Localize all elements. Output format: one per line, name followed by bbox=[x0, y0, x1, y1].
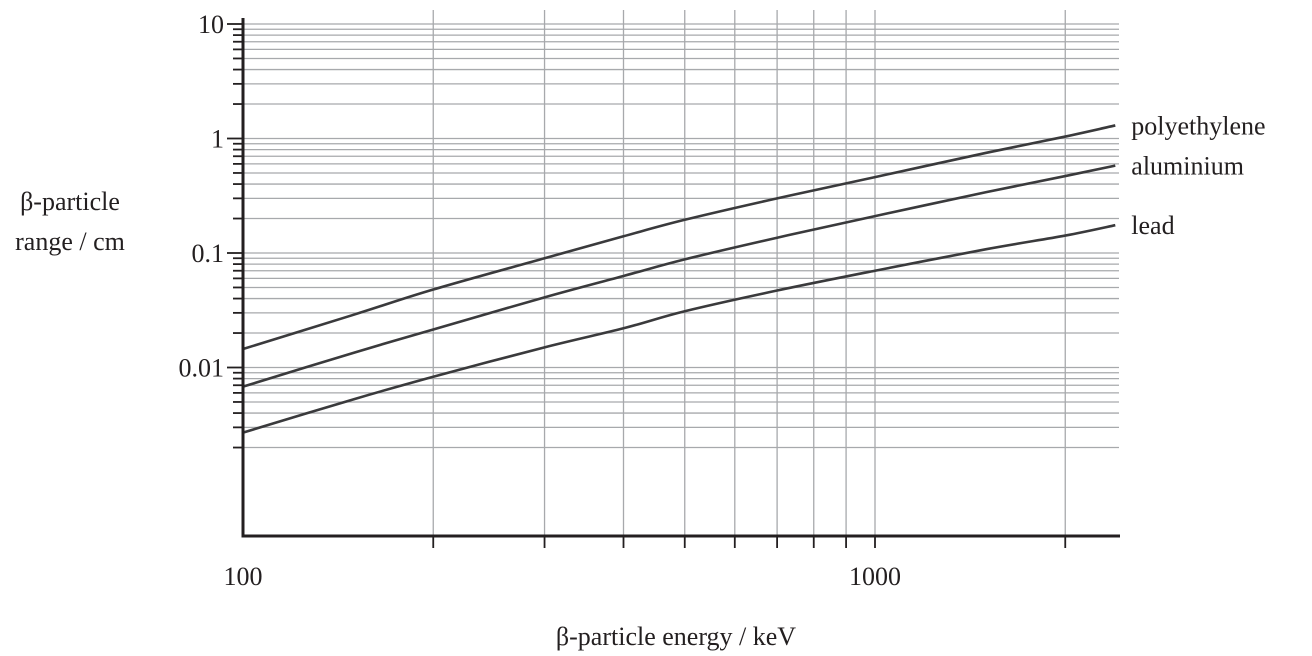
series-line-aluminium bbox=[242, 164, 1116, 388]
y-axis-label-line-2: range / cm bbox=[15, 227, 125, 256]
grid bbox=[243, 10, 1119, 536]
series-label-polyethylene: polyethylene bbox=[1131, 111, 1265, 140]
axes bbox=[241, 18, 1120, 538]
y-tick-label: 10 bbox=[198, 10, 224, 39]
y-axis-label-line-1: β-particle bbox=[20, 187, 120, 216]
tick-labels: 100 1000 10 1 0.1 0.01 polyethylene aluminium le… bbox=[179, 10, 1266, 591]
series-lines bbox=[242, 124, 1116, 434]
x-tick-label: 1000 bbox=[849, 562, 901, 591]
y-tick-label: 0.1 bbox=[192, 239, 225, 268]
y-tick-label: 1 bbox=[211, 125, 224, 154]
series-line-polyethylene bbox=[242, 124, 1116, 351]
y-tick-label: 0.01 bbox=[179, 354, 225, 383]
series-label-aluminium: aluminium bbox=[1131, 152, 1244, 181]
series-label-lead: lead bbox=[1131, 211, 1174, 240]
x-tick-label: 100 bbox=[224, 562, 263, 591]
x-axis-label: β-particle energy / keV bbox=[556, 622, 796, 651]
series-line-lead bbox=[242, 223, 1116, 434]
tick-marks bbox=[227, 23, 1067, 548]
